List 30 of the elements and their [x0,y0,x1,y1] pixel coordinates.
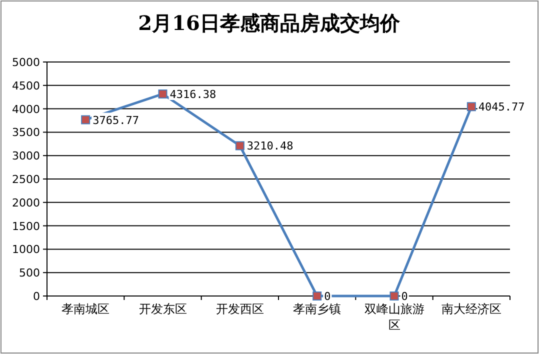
data-label: 3765.77 [92,114,139,127]
x-tick-label: 南大经济区 [441,302,502,316]
point [81,115,90,124]
y-tick-label: 4000 [12,102,40,116]
data-label: 4316.38 [170,88,216,101]
data-label: 3210.48 [246,140,294,153]
y-tick-label: 2500 [12,173,40,186]
y-tick-label: 1000 [12,243,40,256]
x-tick-label: 开发西区 [216,302,264,316]
y-tick-label: 0 [33,290,40,303]
x-tick-label: 开发东区 [138,302,187,316]
y-tick-label: 2000 [12,196,40,210]
data-label: 0 [401,290,408,303]
y-tick-label: 4500 [12,79,40,92]
y-tick-label: 500 [19,266,40,280]
point [390,292,399,300]
point [466,102,476,112]
data-label: 0 [324,290,331,303]
y-tick-label: 1500 [12,220,40,233]
point [158,89,168,98]
y-tick-label: 5000 [12,56,40,69]
x-tick-label: 孝南乡镇 [293,302,342,316]
y-tick-label: 3500 [12,126,40,140]
chart-title: 2月16日孝感商品房成交均价 [138,11,401,35]
point [235,141,244,150]
y-tick-label: 3000 [12,150,40,163]
x-tick-label: 孝南城区 [62,302,110,316]
data-label: 4045.77 [478,100,525,114]
point [312,292,322,300]
x-tick-label: 双峰山旅游区 [364,302,424,332]
